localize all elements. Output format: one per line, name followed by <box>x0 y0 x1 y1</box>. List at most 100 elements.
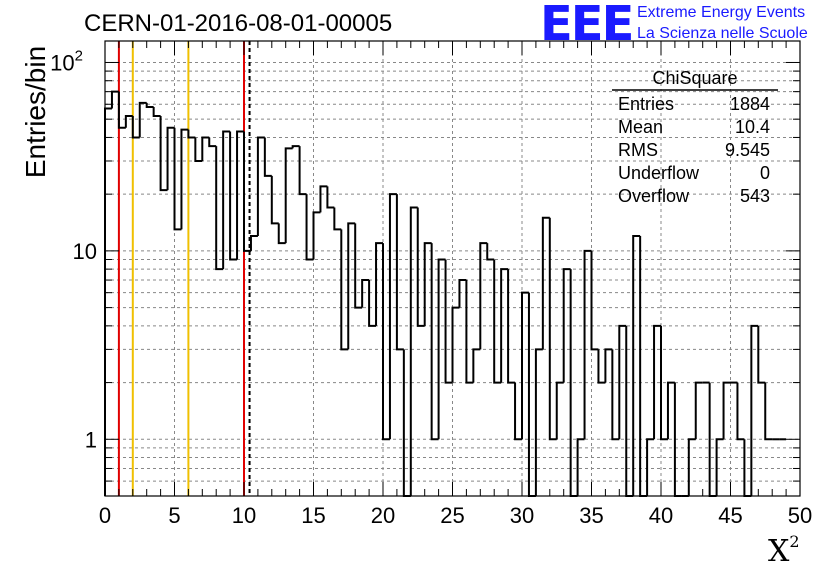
histogram-bin <box>715 438 724 496</box>
y-tick-label: 10 <box>73 239 97 264</box>
histogram-bin <box>291 145 300 149</box>
histogram-bin <box>333 207 342 231</box>
histogram-bin <box>514 382 522 441</box>
histogram-bin <box>284 147 293 244</box>
histogram-bin <box>444 259 453 384</box>
histogram-bin <box>750 324 759 496</box>
histogram-bin <box>576 438 585 496</box>
x-tick-label: 35 <box>579 503 603 528</box>
histogram-bin <box>590 250 599 351</box>
histogram-bin <box>382 243 390 441</box>
histogram-bin <box>632 234 641 496</box>
histogram-bin <box>249 234 258 251</box>
stats-box: ChiSquare Entries 1884 Mean 10.4 RMS 9.545 Unde… <box>612 68 778 206</box>
stats-row-value: 10.4 <box>735 117 770 137</box>
histogram-bin <box>402 349 411 497</box>
histogram-bin <box>395 194 404 351</box>
histogram-bin <box>180 128 189 230</box>
run-title: CERN-01-2016-08-01-00005 <box>84 10 393 37</box>
histogram-bin <box>152 107 161 117</box>
x-tick-label: 30 <box>510 503 534 528</box>
histogram-bin <box>618 324 627 440</box>
stats-row-label: Mean <box>618 117 663 137</box>
logo-mark: EEE <box>540 0 634 52</box>
stats-row-value: 9.545 <box>725 140 770 160</box>
histogram-bin <box>507 269 516 384</box>
histogram-bin <box>305 194 314 261</box>
x-axis-label-base: X <box>768 534 790 569</box>
histogram-bin <box>646 438 655 496</box>
histogram-bin <box>500 268 509 383</box>
histogram-bin <box>277 223 286 245</box>
x-tick-label: 25 <box>440 503 464 528</box>
histogram-bin <box>375 242 383 326</box>
histogram-bin <box>472 348 481 383</box>
histogram-bin <box>319 185 328 213</box>
y-axis-label: Entries/bin <box>20 45 51 179</box>
histogram-bin <box>666 381 675 440</box>
histogram-bin <box>368 280 377 327</box>
histogram-bin <box>541 216 550 350</box>
histogram-bin <box>187 129 196 139</box>
stats-title: ChiSquare <box>652 68 737 88</box>
histogram-bin <box>694 381 703 440</box>
histogram-bin <box>423 242 432 326</box>
histogram-bin <box>256 136 265 236</box>
histogram-bin <box>159 115 168 192</box>
histogram-bin <box>437 258 446 440</box>
y-tick-label-sup: 2 <box>75 47 83 64</box>
x-tick-label: 20 <box>371 503 395 528</box>
stats-row-label: RMS <box>618 140 658 160</box>
stats-row-value: 1884 <box>730 94 770 114</box>
histogram-bin <box>465 280 474 384</box>
histogram-bin <box>458 279 467 308</box>
histogram-bin <box>562 268 571 383</box>
histogram-bin <box>451 306 460 383</box>
stats-row-value: 543 <box>740 186 770 206</box>
histogram-bin <box>208 137 217 148</box>
histogram-bin <box>110 90 119 109</box>
histogram-bin <box>229 131 238 261</box>
histogram-bin <box>388 193 397 440</box>
histogram-bin <box>555 381 564 440</box>
histogram-bin <box>361 279 370 308</box>
histogram-bin <box>222 130 231 270</box>
y-tick-label: 102 <box>50 47 83 75</box>
histogram-bin <box>604 348 613 383</box>
histogram-bin <box>166 126 175 191</box>
histogram-bin <box>104 107 112 496</box>
histogram-bin <box>534 348 543 496</box>
histogram-bin <box>263 137 272 177</box>
histogram-bin <box>340 229 349 351</box>
histogram-bin <box>736 382 745 441</box>
stats-row-value: 0 <box>760 163 770 183</box>
logo-line-1: Extreme Energy Events <box>637 4 806 21</box>
histogram-bin <box>117 91 126 129</box>
histogram-bin <box>124 114 133 128</box>
histogram-bin <box>625 325 634 497</box>
histogram-bin <box>430 243 439 441</box>
x-tick-label: 5 <box>168 503 180 528</box>
histogram-bin <box>527 292 536 497</box>
histogram-bin <box>201 136 210 161</box>
histogram-bin <box>173 127 182 231</box>
histogram-bin <box>215 146 224 271</box>
histogram-bin <box>757 325 766 384</box>
histogram-bin <box>660 325 668 441</box>
x-tick-label: 10 <box>232 503 256 528</box>
histogram-bin <box>312 211 321 260</box>
histogram-bin <box>479 242 488 350</box>
histogram-bin <box>270 175 279 225</box>
histogram-bin <box>583 249 592 440</box>
x-axis-label: X2 <box>768 532 800 569</box>
x-tick-label: 50 <box>788 503 812 528</box>
histogram-bin <box>521 291 529 440</box>
histogram-bin <box>722 381 731 440</box>
stats-row-label: Overflow <box>618 186 690 206</box>
histogram-bin <box>243 131 251 252</box>
x-axis-label-sup: 2 <box>789 532 800 551</box>
histogram-bin <box>597 349 606 384</box>
histogram-bin <box>138 101 147 138</box>
